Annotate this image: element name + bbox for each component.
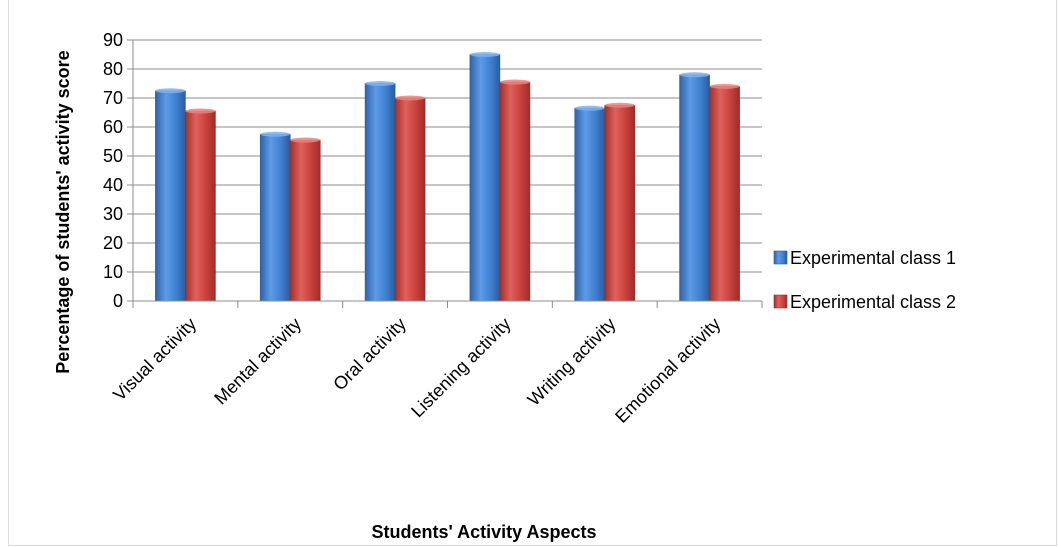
- bar-experimental-class-2: [709, 86, 740, 302]
- x-tick-labels: Visual activity Mental activity Oral activ…: [109, 314, 724, 427]
- bar-experimental-class-1: [155, 90, 186, 302]
- x-tick-label: Listening activity: [407, 314, 515, 422]
- legend-swatch: [773, 250, 788, 265]
- y-tick-label: 20: [103, 233, 123, 253]
- bar-experimental-class-1: [679, 74, 710, 302]
- bar-top-highlight: [260, 131, 291, 137]
- y-tick-label: 30: [103, 204, 123, 224]
- y-tick-label: 70: [103, 88, 123, 108]
- bar-top-highlight: [365, 81, 396, 86]
- bar-top-highlight: [395, 95, 426, 101]
- bar-experimental-class-2: [185, 110, 216, 302]
- bar-top-highlight: [185, 108, 216, 114]
- legend-swatch: [773, 294, 788, 309]
- bar-experimental-class-2: [289, 139, 321, 302]
- y-tick-label: 40: [103, 175, 123, 195]
- bar-top-highlight: [679, 72, 710, 78]
- bar-experimental-class-1: [364, 83, 396, 302]
- bars: [155, 52, 740, 302]
- y-tick-label: 90: [103, 30, 123, 50]
- legend-label: Experimental class 1: [790, 248, 956, 268]
- bar-experimental-class-1: [574, 107, 606, 302]
- x-tick-label: Oral activity: [329, 314, 410, 395]
- y-tick-label: 0: [113, 291, 123, 311]
- y-tick-label: 10: [103, 262, 123, 282]
- bar-top-highlight: [155, 88, 186, 94]
- legend: Experimental class 1 Experimental class 2: [773, 248, 956, 312]
- x-tick-label: Mental activity: [210, 314, 305, 409]
- bar-top-highlight: [469, 52, 500, 57]
- bar-experimental-class-2: [604, 104, 636, 302]
- y-tick-label: 60: [103, 117, 123, 137]
- bar-top-highlight: [604, 102, 635, 108]
- bar-top-highlight: [574, 105, 605, 111]
- x-tick-label: Emotional activity: [611, 314, 724, 427]
- bar-experimental-class-1: [469, 54, 501, 302]
- bar-experimental-class-2: [499, 81, 531, 302]
- x-tick-label: Writing activity: [524, 314, 620, 410]
- x-axis-title: Students' Activity Aspects: [372, 522, 597, 542]
- bar-experimental-class-2: [394, 97, 426, 302]
- y-axis-title: Percentage of students' activity score: [53, 50, 73, 373]
- legend-label: Experimental class 2: [790, 292, 956, 312]
- gridlines: [127, 39, 762, 302]
- axes: [132, 40, 763, 308]
- bar-top-highlight: [499, 79, 530, 85]
- y-tick-labels: 0 10 20 30 40 50 60 70 80 90: [103, 30, 123, 311]
- y-tick-label: 80: [103, 59, 123, 79]
- bar-top-highlight: [290, 137, 321, 143]
- chart-frame: [8, 0, 1057, 546]
- y-tick-label: 50: [103, 146, 123, 166]
- bar-experimental-class-1: [259, 133, 291, 302]
- x-tick-label: Visual activity: [109, 314, 200, 405]
- bar-top-highlight: [709, 83, 740, 89]
